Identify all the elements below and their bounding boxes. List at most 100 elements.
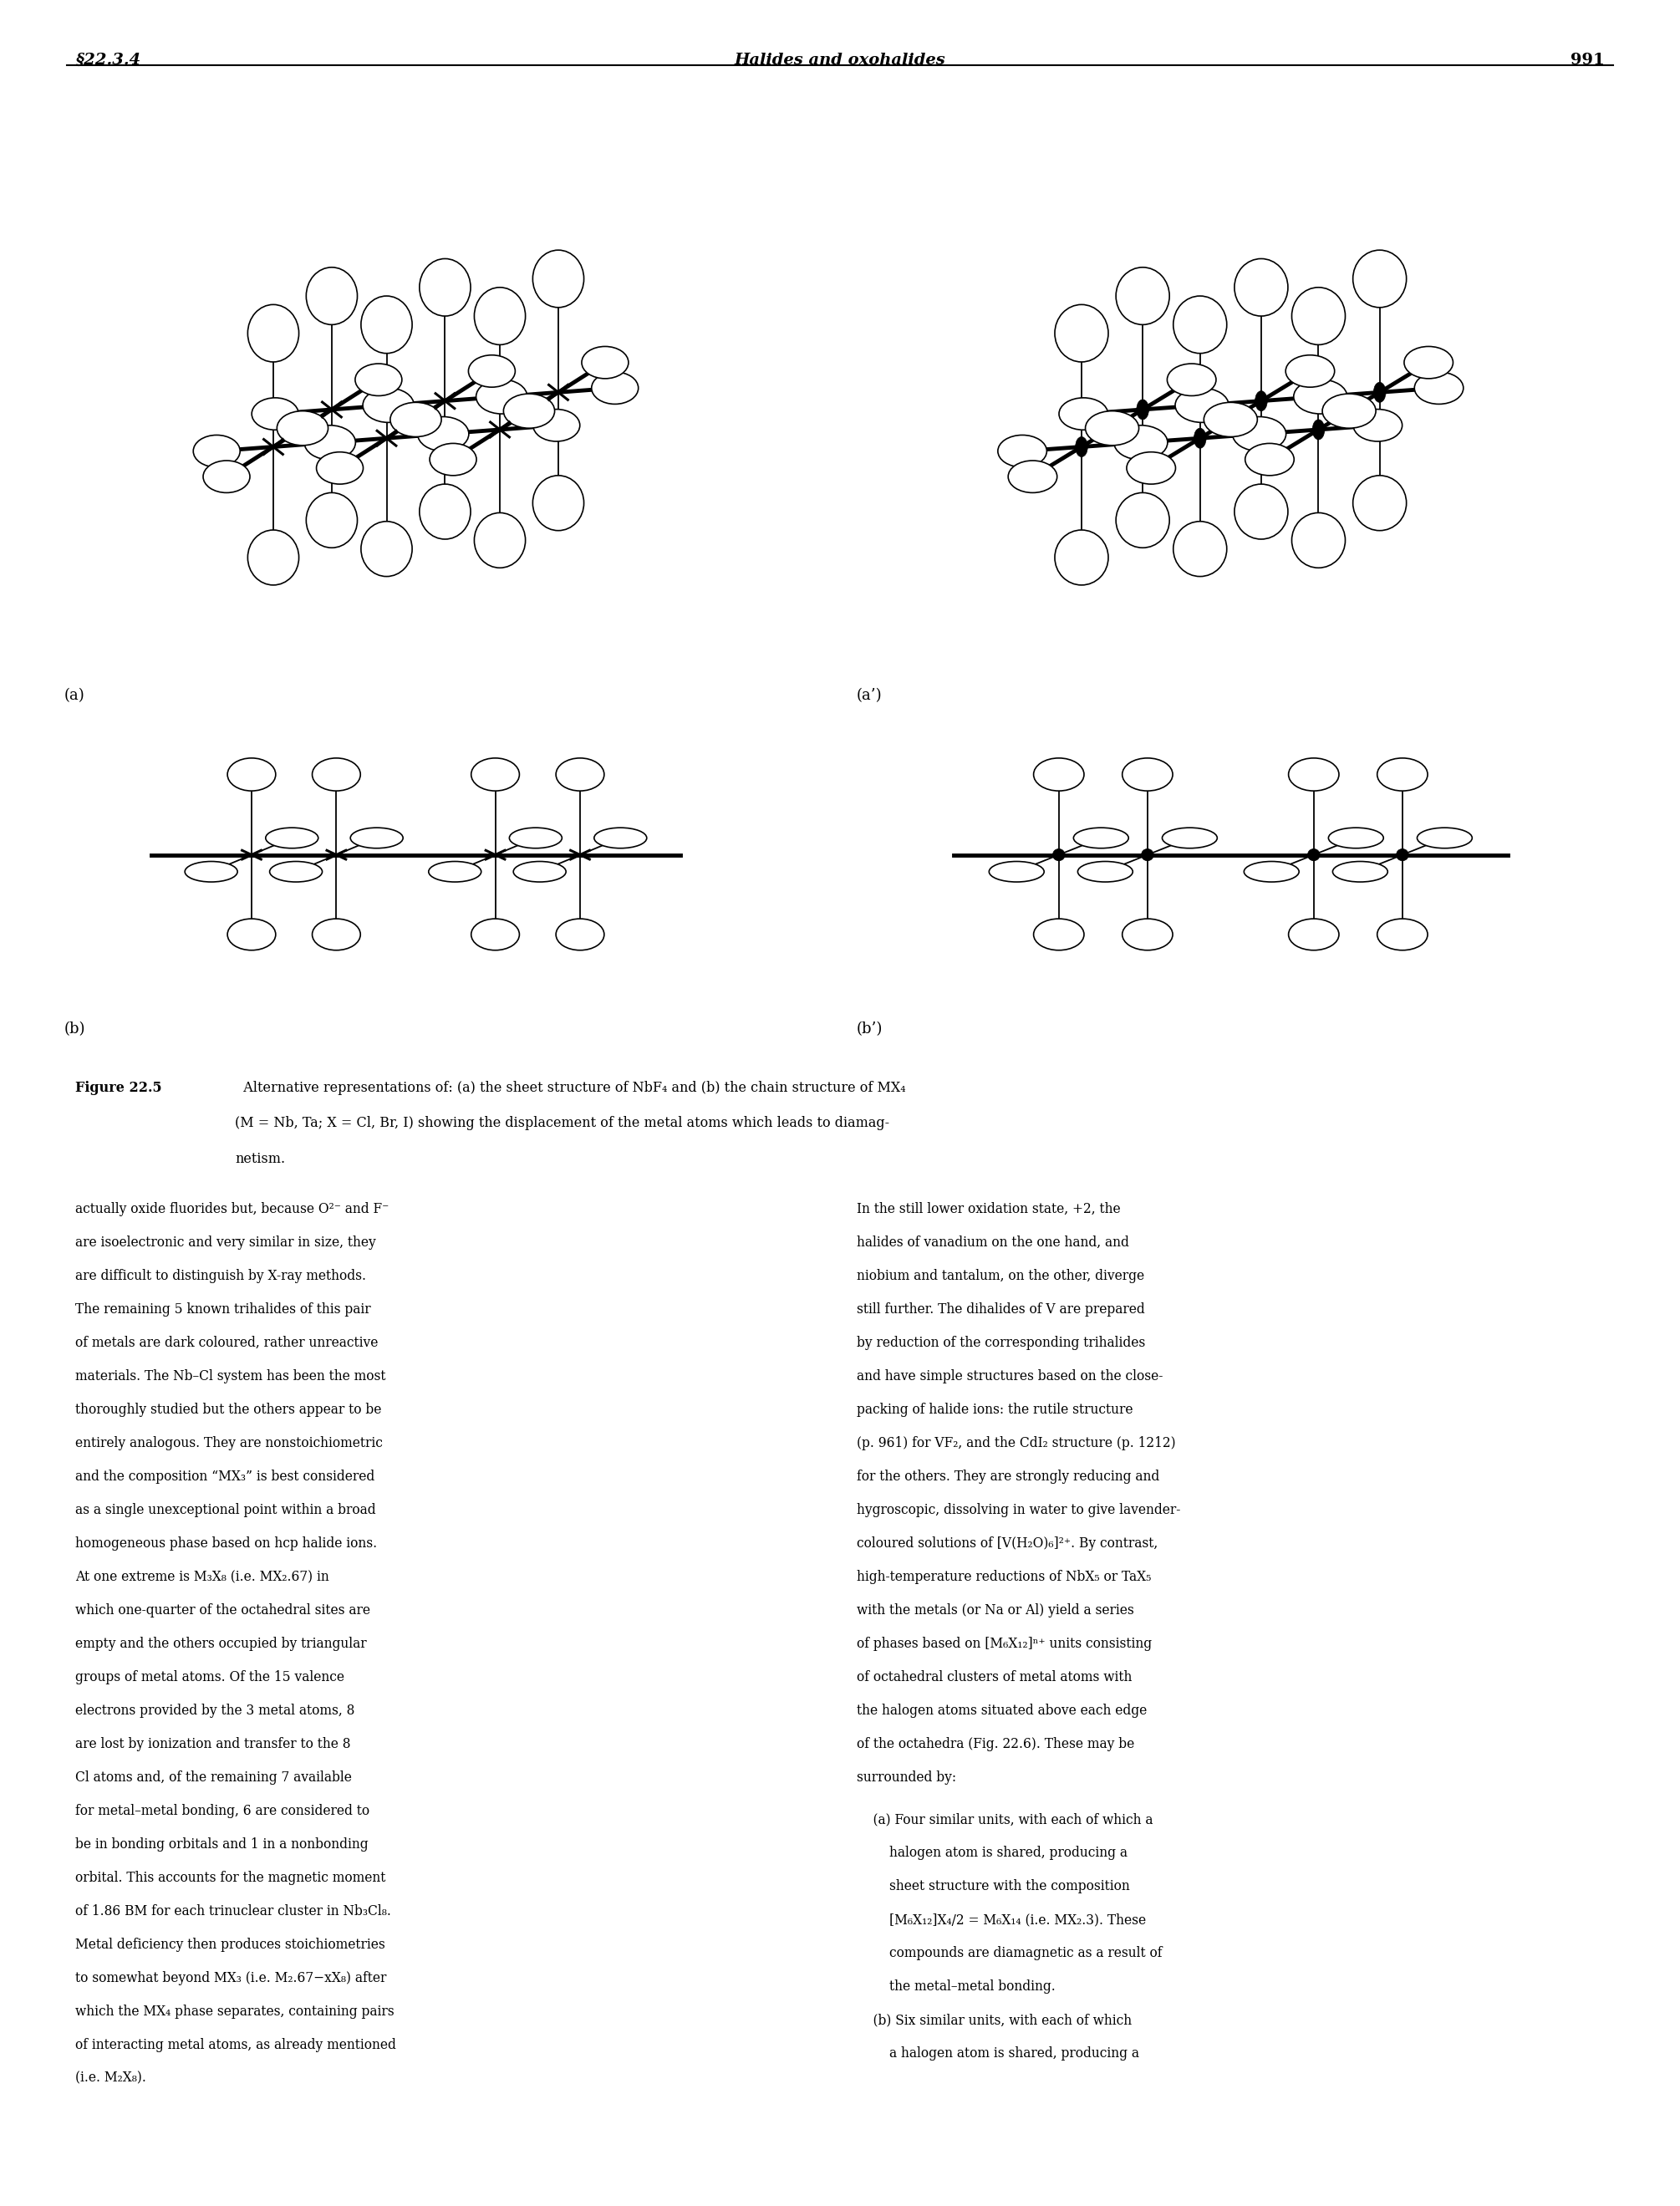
Text: (a) Four similar units, with each of which a: (a) Four similar units, with each of whi… — [857, 1813, 1152, 1827]
Text: [M₆X₁₂]X₄/2 = M₆X₁₄ (i.e. MX₂.3). These: [M₆X₁₂]X₄/2 = M₆X₁₄ (i.e. MX₂.3). These — [857, 1913, 1146, 1928]
Ellipse shape — [533, 476, 585, 532]
Ellipse shape — [1322, 395, 1376, 428]
Text: with the metals (or Na or Al) yield a series: with the metals (or Na or Al) yield a se… — [857, 1604, 1134, 1617]
Text: Halides and oxohalides: Halides and oxohalides — [734, 53, 946, 68]
Ellipse shape — [185, 860, 237, 882]
Ellipse shape — [1294, 379, 1347, 415]
Text: compounds are diamagnetic as a result of: compounds are diamagnetic as a result of — [857, 1946, 1163, 1961]
Ellipse shape — [1163, 827, 1218, 849]
Ellipse shape — [1085, 410, 1139, 446]
Text: are lost by ionization and transfer to the 8: are lost by ionization and transfer to t… — [76, 1736, 351, 1752]
Ellipse shape — [1122, 918, 1173, 951]
Text: as a single unexceptional point within a broad: as a single unexceptional point within a… — [76, 1502, 376, 1518]
Text: 991: 991 — [1571, 53, 1604, 68]
Ellipse shape — [1235, 483, 1289, 538]
Text: (p. 961) for VF₂, and the CdI₂ structure (p. 1212): (p. 961) for VF₂, and the CdI₂ structure… — [857, 1436, 1176, 1449]
Ellipse shape — [990, 860, 1043, 882]
Ellipse shape — [1033, 918, 1084, 951]
Text: materials. The Nb–Cl system has been the most: materials. The Nb–Cl system has been the… — [76, 1370, 386, 1383]
Text: (M = Nb, Ta; X = Cl, Br, I) showing the displacement of the metal atoms which le: (M = Nb, Ta; X = Cl, Br, I) showing the … — [235, 1116, 890, 1129]
Ellipse shape — [1168, 364, 1216, 395]
Ellipse shape — [1289, 759, 1339, 792]
Text: a halogen atom is shared, producing a: a halogen atom is shared, producing a — [857, 2047, 1139, 2060]
Text: electrons provided by the 3 metal atoms, 8: electrons provided by the 3 metal atoms,… — [76, 1703, 354, 1718]
Ellipse shape — [1233, 417, 1285, 450]
Ellipse shape — [1292, 287, 1346, 344]
Ellipse shape — [203, 461, 250, 492]
Ellipse shape — [252, 397, 299, 430]
Ellipse shape — [1173, 521, 1226, 576]
Ellipse shape — [1312, 419, 1324, 439]
Ellipse shape — [1285, 355, 1334, 388]
Text: (i.e. M₂X₈).: (i.e. M₂X₈). — [76, 2071, 146, 2085]
Ellipse shape — [247, 304, 299, 362]
Ellipse shape — [390, 401, 442, 437]
Ellipse shape — [533, 249, 585, 307]
Ellipse shape — [504, 395, 554, 428]
Ellipse shape — [1418, 827, 1472, 849]
Ellipse shape — [193, 435, 240, 468]
Text: sheet structure with the composition: sheet structure with the composition — [857, 1880, 1131, 1893]
Text: which the MX₄ phase separates, containing pairs: which the MX₄ phase separates, containin… — [76, 2005, 395, 2018]
Ellipse shape — [428, 860, 480, 882]
Text: of metals are dark coloured, rather unreactive: of metals are dark coloured, rather unre… — [76, 1337, 378, 1350]
Ellipse shape — [363, 388, 413, 421]
Text: Metal deficiency then produces stoichiometries: Metal deficiency then produces stoichiom… — [76, 1937, 385, 1952]
Text: groups of metal atoms. Of the 15 valence: groups of metal atoms. Of the 15 valence — [76, 1670, 344, 1685]
Ellipse shape — [1122, 759, 1173, 792]
Ellipse shape — [420, 258, 470, 315]
Text: halides of vanadium on the one hand, and: halides of vanadium on the one hand, and — [857, 1235, 1129, 1251]
Text: (b’): (b’) — [857, 1021, 884, 1037]
Ellipse shape — [1307, 849, 1320, 860]
Text: of phases based on [M₆X₁₂]ⁿ⁺ units consisting: of phases based on [M₆X₁₂]ⁿ⁺ units consi… — [857, 1637, 1152, 1650]
Text: to somewhat beyond MX₃ (i.e. M₂.67−xX₈) after: to somewhat beyond MX₃ (i.e. M₂.67−xX₈) … — [76, 1970, 386, 1985]
Ellipse shape — [1114, 426, 1168, 459]
Text: still further. The dihalides of V are prepared: still further. The dihalides of V are pr… — [857, 1302, 1146, 1317]
Ellipse shape — [354, 364, 402, 395]
Ellipse shape — [420, 483, 470, 538]
Ellipse shape — [1033, 759, 1084, 792]
Ellipse shape — [1243, 860, 1299, 882]
Text: and the composition “MX₃” is best considered: and the composition “MX₃” is best consid… — [76, 1469, 375, 1485]
Ellipse shape — [514, 860, 566, 882]
Text: Cl atoms and, of the remaining 7 available: Cl atoms and, of the remaining 7 availab… — [76, 1771, 353, 1785]
Ellipse shape — [581, 346, 628, 379]
Ellipse shape — [277, 410, 328, 446]
Ellipse shape — [306, 492, 358, 547]
Text: surrounded by:: surrounded by: — [857, 1771, 956, 1785]
Ellipse shape — [470, 759, 519, 792]
Ellipse shape — [1205, 401, 1257, 437]
Ellipse shape — [247, 529, 299, 585]
Ellipse shape — [1008, 461, 1057, 492]
Text: halogen atom is shared, producing a: halogen atom is shared, producing a — [857, 1846, 1127, 1860]
Text: be in bonding orbitals and 1 in a nonbonding: be in bonding orbitals and 1 in a nonbon… — [76, 1838, 368, 1851]
Ellipse shape — [1176, 388, 1228, 421]
Text: thoroughly studied but the others appear to be: thoroughly studied but the others appear… — [76, 1403, 381, 1416]
Text: of octahedral clusters of metal atoms with: of octahedral clusters of metal atoms wi… — [857, 1670, 1132, 1685]
Ellipse shape — [304, 426, 356, 459]
Ellipse shape — [1378, 759, 1428, 792]
Ellipse shape — [1404, 346, 1453, 379]
Ellipse shape — [469, 355, 516, 388]
Ellipse shape — [418, 417, 469, 450]
Text: netism.: netism. — [235, 1152, 286, 1165]
Text: (a): (a) — [64, 688, 84, 704]
Text: At one extreme is M₃X₈ (i.e. MX₂.67) in: At one extreme is M₃X₈ (i.e. MX₂.67) in — [76, 1571, 329, 1584]
Ellipse shape — [998, 435, 1047, 468]
Ellipse shape — [595, 827, 647, 849]
Ellipse shape — [1415, 373, 1463, 404]
Ellipse shape — [1354, 410, 1403, 441]
Ellipse shape — [475, 379, 528, 415]
Ellipse shape — [1235, 258, 1289, 315]
Ellipse shape — [1255, 390, 1267, 410]
Ellipse shape — [1173, 296, 1226, 353]
Text: hygroscopic, dissolving in water to give lavender-: hygroscopic, dissolving in water to give… — [857, 1502, 1181, 1518]
Ellipse shape — [1053, 849, 1065, 860]
Ellipse shape — [1289, 918, 1339, 951]
Text: (b) Six similar units, with each of which: (b) Six similar units, with each of whic… — [857, 2014, 1132, 2027]
Ellipse shape — [1378, 918, 1428, 951]
Ellipse shape — [470, 918, 519, 951]
Text: The remaining 5 known trihalides of this pair: The remaining 5 known trihalides of this… — [76, 1302, 371, 1317]
Ellipse shape — [430, 443, 477, 476]
Ellipse shape — [312, 918, 361, 951]
